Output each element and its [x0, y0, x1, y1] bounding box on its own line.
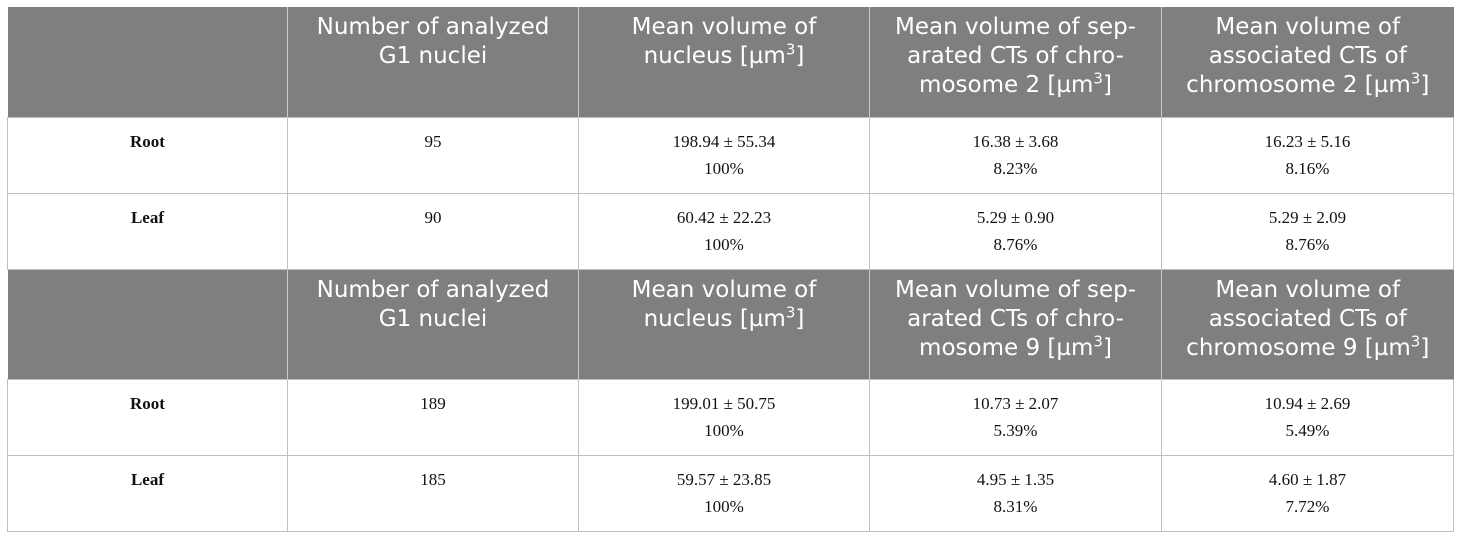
associated-volume-cell: 16.23 ± 5.16 8.16% [1161, 116, 1454, 194]
associated-volume-cell: 10.94 ± 2.69 5.49% [1161, 378, 1454, 456]
nucleus-volume: 199.01 ± 50.75 [672, 393, 776, 413]
analyzed-count: 90 [287, 192, 579, 270]
analyzed-count: 185 [287, 454, 579, 532]
volume-table: Number of analyzed G1 nuclei Mean volume… [7, 7, 1454, 532]
associated-volume: 4.60 ± 1.87 [1268, 469, 1347, 489]
analyzed-count: 189 [287, 378, 579, 456]
separated-volume-cell: 10.73 ± 2.07 5.39% [869, 378, 1162, 456]
separated-volume-cell: 5.29 ± 0.90 8.76% [869, 192, 1162, 270]
nucleus-volume: 198.94 ± 55.34 [672, 131, 776, 151]
header-empty-cell [7, 7, 288, 117]
nucleus-volume-cell: 60.42 ± 22.23 100% [578, 192, 870, 270]
nucleus-volume-cell: 199.01 ± 50.75 100% [578, 378, 870, 456]
nucleus-percent: 100% [704, 234, 744, 254]
header-empty-cell [7, 269, 288, 379]
separated-percent: 8.23% [993, 158, 1038, 178]
nucleus-volume-cell: 59.57 ± 23.85 100% [578, 454, 870, 532]
separated-percent: 8.31% [993, 496, 1038, 516]
header-associated-ct-volume: Mean volume of associated CTs of chromos… [1161, 269, 1454, 379]
header-analyzed-nuclei: Number of analyzed G1 nuclei [287, 269, 579, 379]
nucleus-percent: 100% [704, 420, 744, 440]
separated-volume-cell: 16.38 ± 3.68 8.23% [869, 116, 1162, 194]
separated-volume: 10.73 ± 2.07 [972, 393, 1059, 413]
analyzed-count: 95 [287, 116, 579, 194]
table-row: Root 189 199.01 ± 50.75 100% 10.73 ± 2.07… [7, 378, 1454, 456]
separated-volume: 16.38 ± 3.68 [972, 131, 1059, 151]
row-label: Leaf [7, 454, 288, 532]
row-label: Leaf [7, 192, 288, 270]
associated-volume: 5.29 ± 2.09 [1268, 207, 1347, 227]
associated-volume-cell: 5.29 ± 2.09 8.76% [1161, 192, 1454, 270]
separated-volume: 4.95 ± 1.35 [976, 469, 1055, 489]
nucleus-volume-cell: 198.94 ± 55.34 100% [578, 116, 870, 194]
header-associated-ct-volume: Mean volume of associated CTs of chromos… [1161, 7, 1454, 117]
associated-volume: 16.23 ± 5.16 [1264, 131, 1351, 151]
separated-percent: 5.39% [993, 420, 1038, 440]
row-label: Root [7, 116, 288, 194]
separated-percent: 8.76% [993, 234, 1038, 254]
nucleus-volume: 60.42 ± 22.23 [676, 207, 772, 227]
header-row: Number of analyzed G1 nuclei Mean volume… [7, 7, 1454, 117]
nucleus-volume: 59.57 ± 23.85 [676, 469, 772, 489]
header-separated-ct-volume: Mean volume of sep-arated CTs of chro-mo… [869, 7, 1162, 117]
nucleus-percent: 100% [704, 158, 744, 178]
separated-volume: 5.29 ± 0.90 [976, 207, 1055, 227]
header-analyzed-nuclei: Number of analyzed G1 nuclei [287, 7, 579, 117]
table-row: Leaf 185 59.57 ± 23.85 100% 4.95 ± 1.35 8.… [7, 454, 1454, 532]
nucleus-percent: 100% [704, 496, 744, 516]
header-nucleus-volume: Mean volume of nucleus [µm3] [578, 269, 870, 379]
separated-volume-cell: 4.95 ± 1.35 8.31% [869, 454, 1162, 532]
associated-volume: 10.94 ± 2.69 [1264, 393, 1351, 413]
header-row: Number of analyzed G1 nuclei Mean volume… [7, 269, 1454, 379]
header-nucleus-volume: Mean volume of nucleus [µm3] [578, 7, 870, 117]
table-row: Root 95 198.94 ± 55.34 100% 16.38 ± 3.68 8… [7, 116, 1454, 194]
associated-percent: 5.49% [1285, 420, 1330, 440]
row-label: Root [7, 378, 288, 456]
associated-percent: 7.72% [1285, 496, 1330, 516]
header-separated-ct-volume: Mean volume of sep-arated CTs of chro-mo… [869, 269, 1162, 379]
associated-percent: 8.16% [1285, 158, 1330, 178]
associated-volume-cell: 4.60 ± 1.87 7.72% [1161, 454, 1454, 532]
table-row: Leaf 90 60.42 ± 22.23 100% 5.29 ± 0.90 8.7… [7, 192, 1454, 270]
associated-percent: 8.76% [1285, 234, 1330, 254]
